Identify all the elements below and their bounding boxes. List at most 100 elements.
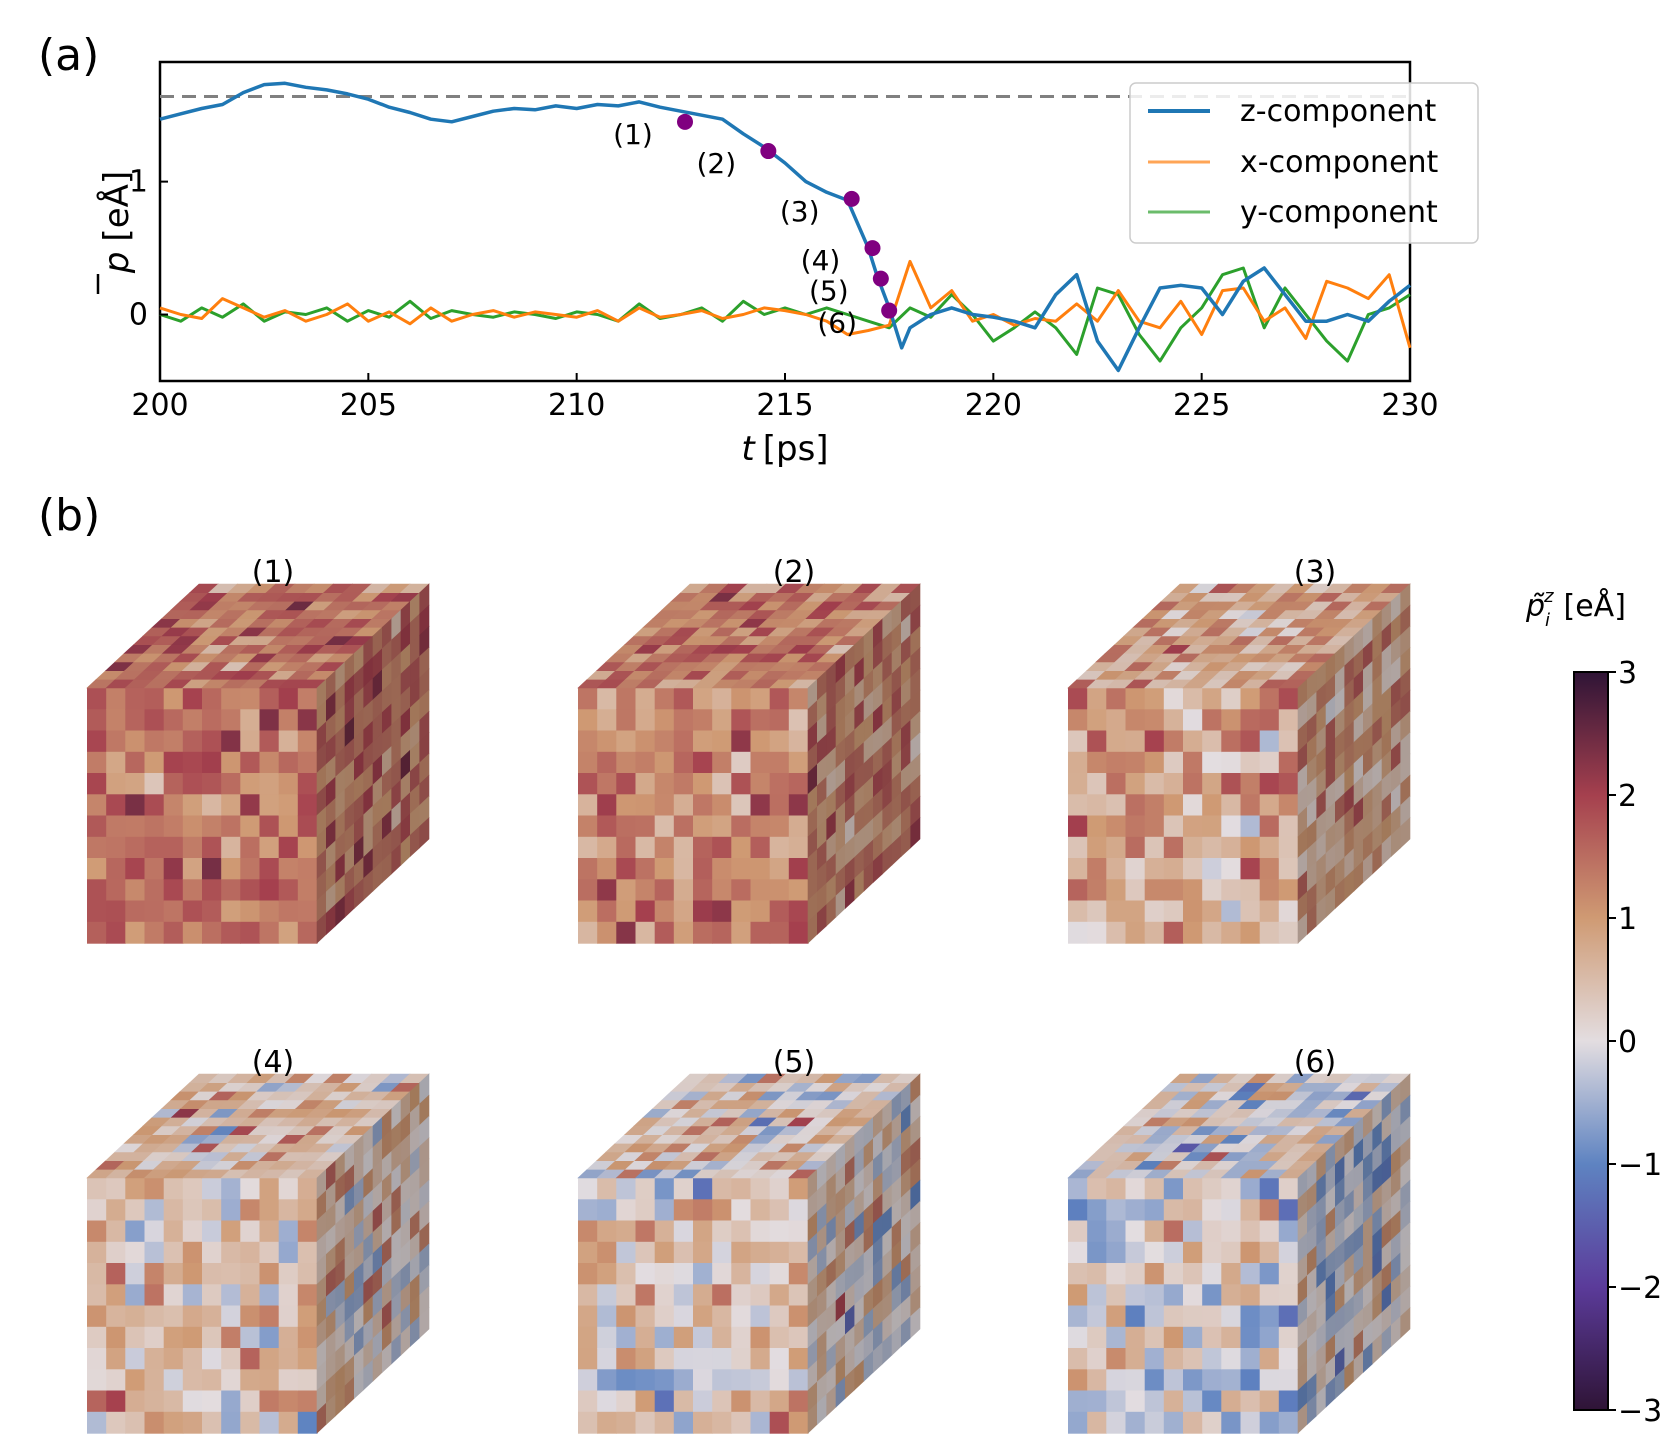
cube-6-front-cell <box>1163 1348 1184 1370</box>
x-tick-label-225: 225 <box>1173 388 1230 423</box>
cube-1-front-cell <box>202 815 222 838</box>
cube-3-front-cell <box>1202 709 1222 732</box>
cube-1-front-cell <box>202 773 222 795</box>
cube-6-front-cell <box>1221 1199 1242 1222</box>
cube-5-front-cell <box>616 1390 637 1413</box>
cube-4-front-cell <box>221 1284 241 1307</box>
cube-4-front-cell <box>125 1348 146 1370</box>
cube-3-front-cell <box>1087 836 1107 859</box>
cube-4-front-cell <box>106 1263 126 1285</box>
cube-6-front-cell <box>1259 1199 1280 1222</box>
cube-3-front-cell <box>1087 751 1107 774</box>
cube-4-front-cell <box>202 1390 222 1413</box>
cube-1-front-cell <box>278 730 299 753</box>
cube-2-front-cell <box>654 858 675 880</box>
marker-label-4: (4) <box>801 244 841 277</box>
cube-1-front-cell <box>240 858 261 880</box>
cube-3-front-cell <box>1278 794 1299 817</box>
cube-5-front-cell <box>578 1411 598 1434</box>
cube-5-front-cell <box>635 1390 656 1413</box>
cube-2-front-cell <box>712 900 732 923</box>
cube-4-front-cell <box>240 1284 261 1307</box>
cube-1-front-cell <box>221 709 241 732</box>
cube-3-front-cell <box>1125 751 1146 774</box>
cube-1-front-cell <box>163 751 184 774</box>
cube-5-front-cell <box>769 1263 790 1285</box>
cube-4 <box>86 1073 430 1434</box>
cube-5-front-cell <box>693 1390 713 1413</box>
cube-5-front-cell <box>654 1411 675 1434</box>
cube-4-front-cell <box>144 1284 165 1307</box>
cube-1-front-cell <box>182 688 203 710</box>
cube-4-front-cell <box>87 1348 107 1370</box>
cube-2-front-cell <box>578 815 598 838</box>
cube-5-front-cell <box>712 1411 732 1434</box>
cube-3-front-cell <box>1087 879 1107 902</box>
cube-5-front-cell <box>597 1199 617 1222</box>
cube-2-front-cell <box>673 709 694 732</box>
cube-4-front-cell <box>221 1220 241 1243</box>
y-axis-label-symbol: p <box>97 252 137 275</box>
cube-1-front-cell <box>240 709 261 732</box>
marker-point-3 <box>843 190 860 207</box>
cube-1-front-cell <box>259 879 280 902</box>
cube-2-front-cell <box>769 709 790 732</box>
cube-2-front-cell <box>673 773 694 795</box>
cube-6-front-cell <box>1163 1263 1184 1285</box>
cube-title-2: (2) <box>772 555 816 590</box>
cube-4-front-cell <box>221 1369 241 1392</box>
cube-6-front-cell <box>1240 1348 1261 1370</box>
cube-2-front-cell <box>712 730 732 753</box>
cube-5-front-cell <box>788 1411 809 1434</box>
series-line-y-component <box>159 266 1411 363</box>
cube-1-front-cell <box>125 709 146 732</box>
cube-5-front-cell <box>712 1284 732 1307</box>
cube-2-front-cell <box>693 879 713 902</box>
cube-2-front-cell <box>578 921 598 944</box>
cube-1-front-cell <box>259 836 280 859</box>
cube-6-front-cell <box>1144 1263 1165 1285</box>
cube-4-front-cell <box>182 1241 203 1264</box>
cube-6-front-cell <box>1183 1326 1203 1349</box>
cube-2-front-cell <box>616 900 637 923</box>
cube-6-front-cell <box>1106 1263 1127 1285</box>
cube-3-front-cell <box>1202 921 1222 944</box>
cube-6-front-cell <box>1068 1178 1088 1200</box>
cube-1-front-cell <box>144 709 165 732</box>
cube-2-front-cell <box>616 751 637 774</box>
cube-3-front-cell <box>1183 858 1203 880</box>
cube-6-front-cell <box>1144 1241 1165 1264</box>
cube-1-front-cell <box>163 921 184 944</box>
cube-4-front-cell <box>125 1305 146 1328</box>
line-chart: (1) (2) (3) (4)(5)(6) 200 205 210 215 220 225 230 0… <box>96 60 1479 469</box>
cube-1-front-cell <box>221 921 241 944</box>
cube-3-front-cell <box>1087 921 1107 944</box>
cube-2-front-cell <box>712 751 732 774</box>
cube-4-front-cell <box>106 1369 126 1392</box>
cube-5-front-cell <box>769 1348 790 1370</box>
cube-5-front-cell <box>654 1241 675 1264</box>
cube-3-front-cell <box>1240 709 1261 732</box>
cube-1-front-cell <box>297 879 318 902</box>
cube-6-front-cell <box>1068 1220 1088 1243</box>
cube-6-front-cell <box>1259 1369 1280 1392</box>
cube-3-front-cell <box>1144 773 1165 795</box>
cube-4-front-cell <box>240 1241 261 1264</box>
cube-5-front-cell <box>693 1199 713 1222</box>
cube-2-front-cell <box>578 751 598 774</box>
cube-6-front-cell <box>1183 1305 1203 1328</box>
cube-4-front-cell <box>278 1220 299 1243</box>
cube-6-front-cell <box>1202 1369 1222 1392</box>
cube-5-front-cell <box>578 1305 598 1328</box>
cube-5-front-cell <box>693 1369 713 1392</box>
cube-3-front-cell <box>1144 836 1165 859</box>
cube-title-1: (1) <box>251 555 295 590</box>
cube-5-front-cell <box>769 1326 790 1349</box>
cube-1-front-cell <box>278 794 299 817</box>
cube-2-front-cell <box>769 751 790 774</box>
cube-1-front-cell <box>297 709 318 732</box>
cube-6-front-cell <box>1202 1411 1222 1434</box>
cube-2-side-cell <box>910 817 921 849</box>
cube-4-front-cell <box>144 1390 165 1413</box>
cube-3-front-cell <box>1087 858 1107 880</box>
